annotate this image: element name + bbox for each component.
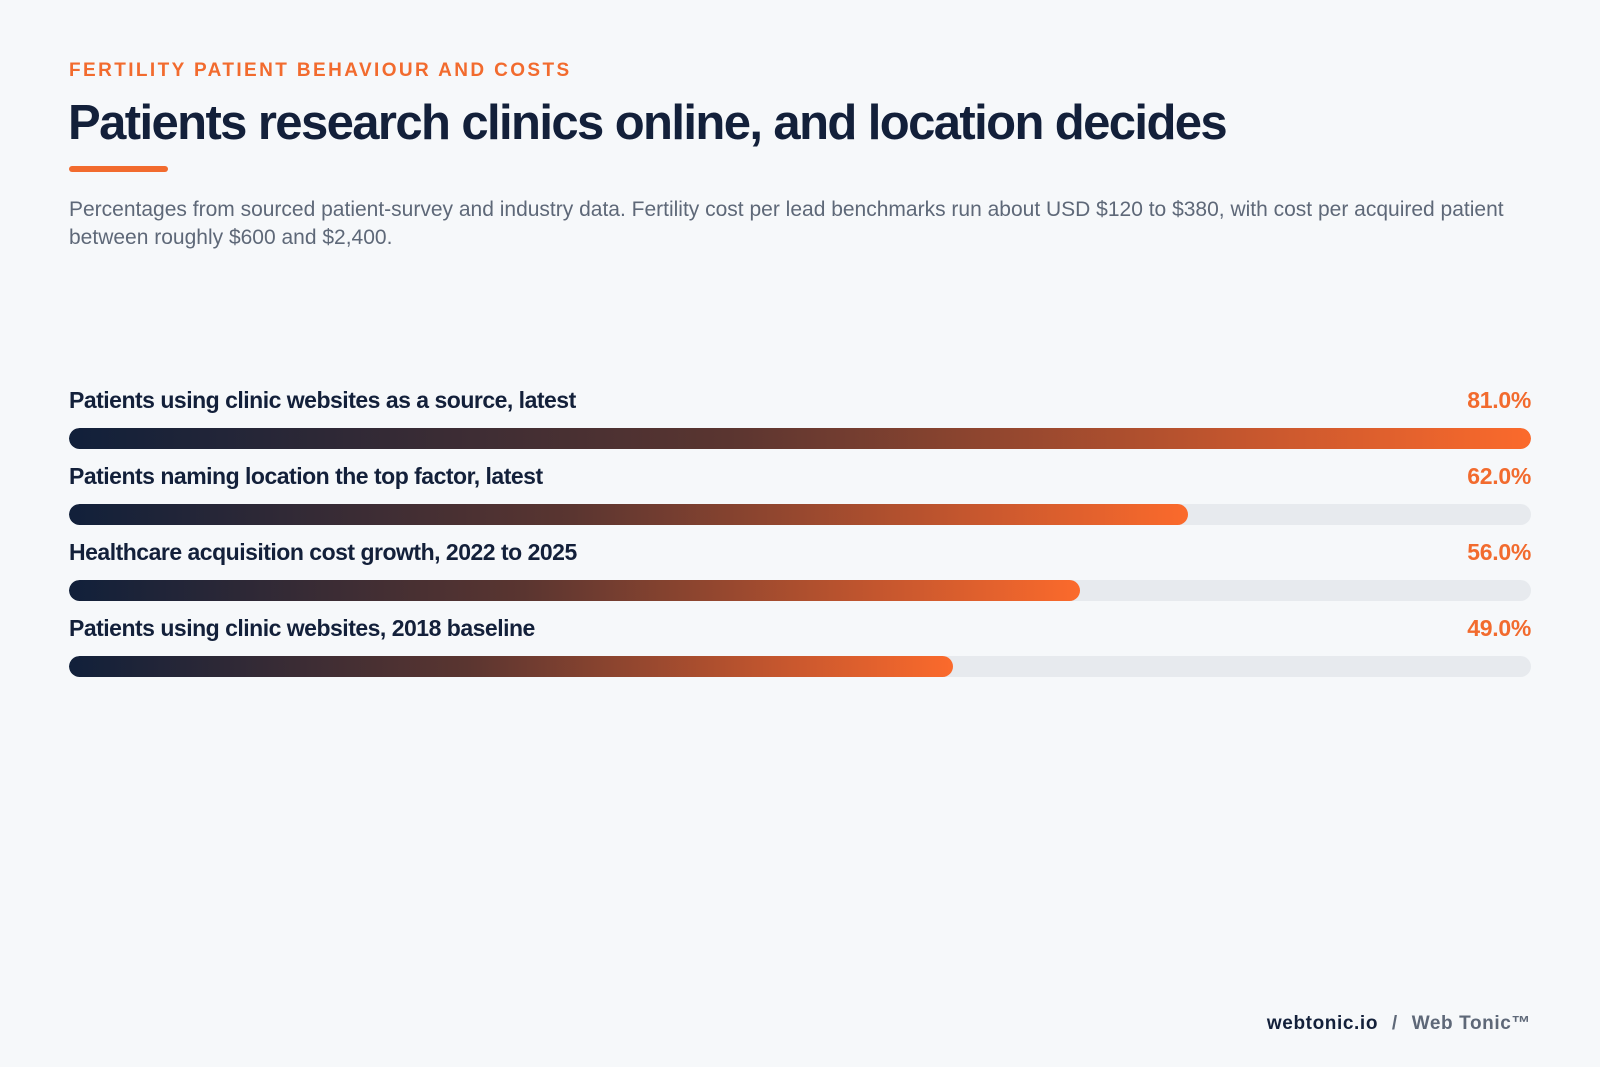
bar-label: Patients naming location the top factor,… bbox=[69, 463, 543, 489]
bar-track bbox=[69, 428, 1531, 449]
bar-track bbox=[69, 656, 1531, 677]
footer-brand: Web Tonic™ bbox=[1411, 1013, 1531, 1034]
footer-separator: / bbox=[1391, 1013, 1398, 1034]
bar-fill bbox=[69, 656, 953, 677]
bar-fill bbox=[69, 428, 1531, 449]
bar-row: Patients naming location the top factor,… bbox=[69, 461, 1531, 541]
title-underline bbox=[69, 166, 168, 172]
bar-value-label: 62.0% bbox=[1467, 463, 1531, 489]
bar-track bbox=[69, 504, 1531, 525]
bar-fill bbox=[69, 580, 1080, 601]
footer-site: webtonic.io bbox=[1266, 1013, 1379, 1034]
page-title: Patients research clinics online, and lo… bbox=[68, 96, 1228, 150]
bar-label: Patients using clinic websites, 2018 bas… bbox=[69, 615, 535, 641]
eyebrow-label: FERTILITY PATIENT BEHAVIOUR AND COSTS bbox=[69, 60, 572, 81]
footer: webtonic.io / Web Tonic™ bbox=[1267, 1011, 1531, 1037]
bar-value-label: 56.0% bbox=[1467, 539, 1531, 565]
bar-row: Patients using clinic websites, 2018 bas… bbox=[69, 613, 1531, 693]
bar-fill bbox=[69, 504, 1188, 525]
bar-value-label: 49.0% bbox=[1467, 615, 1531, 641]
bar-track bbox=[69, 580, 1531, 601]
bar-row: Patients using clinic websites as a sour… bbox=[69, 385, 1531, 465]
bar-row: Healthcare acquisition cost growth, 2022… bbox=[69, 537, 1531, 617]
subtitle: Percentages from sourced patient-survey … bbox=[69, 198, 1504, 249]
bar-label: Patients using clinic websites as a sour… bbox=[69, 387, 576, 413]
bar-value-label: 81.0% bbox=[1467, 387, 1531, 413]
bar-label: Healthcare acquisition cost growth, 2022… bbox=[69, 539, 577, 565]
